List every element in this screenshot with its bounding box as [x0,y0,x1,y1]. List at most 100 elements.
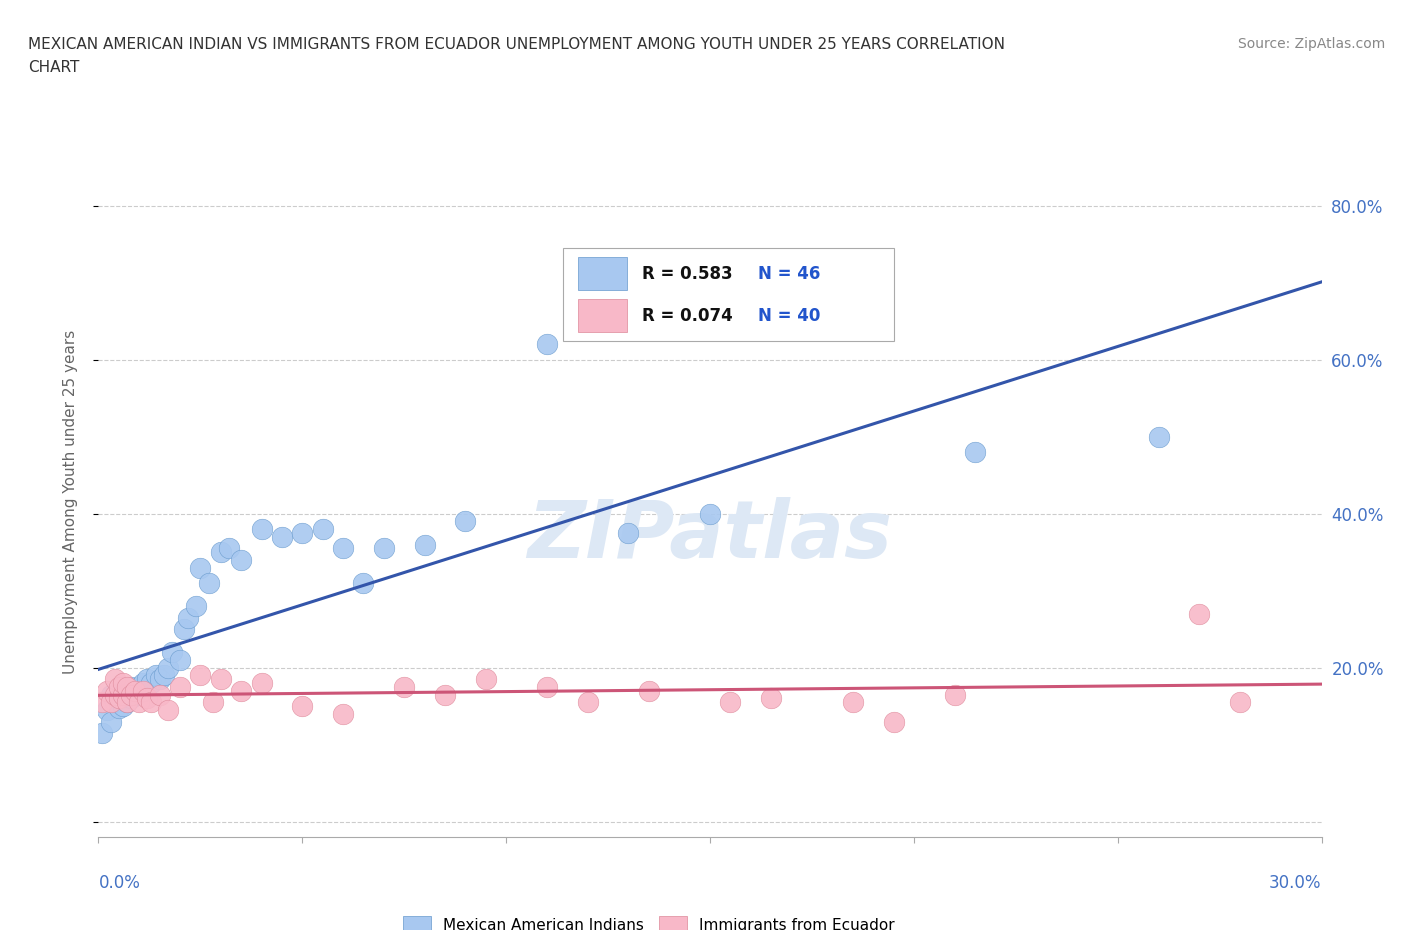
Point [231,552,253,567]
Point [100,687,122,702]
Point [392,680,416,695]
Point [943,687,966,702]
Point [132,684,155,698]
Point [132,675,155,690]
Point [352,576,374,591]
Point [576,695,599,710]
Point [186,599,208,614]
Bar [578,257,627,290]
Point [111,698,134,713]
Y-axis label: Unemployment Among Youth under 25 years: Unemployment Among Youth under 25 years [63,330,77,674]
Point [434,687,457,702]
Point [536,337,558,352]
Point [104,671,127,686]
Point [188,560,212,575]
Point [332,707,354,722]
Point [177,610,200,625]
Text: MEXICAN AMERICAN INDIAN VS IMMIGRANTS FROM ECUADOR UNEMPLOYMENT AMONG YOUTH UNDE: MEXICAN AMERICAN INDIAN VS IMMIGRANTS FR… [28,37,1005,52]
Point [332,541,354,556]
Point [617,525,640,540]
Point [120,691,142,706]
Point [124,687,146,702]
Point [291,525,314,540]
Point [250,522,273,537]
Point [108,687,131,702]
Point [115,680,138,695]
Point [1229,695,1251,710]
Text: N = 46: N = 46 [758,264,820,283]
Point [201,695,224,710]
Point [104,687,127,702]
Point [128,680,150,695]
Point [883,714,905,729]
Text: CHART: CHART [28,60,80,75]
Point [718,695,742,710]
Point [169,680,191,695]
Point [124,684,146,698]
Point [104,695,127,710]
Point [152,668,174,683]
Text: R = 0.074: R = 0.074 [641,307,733,325]
Text: R = 0.583: R = 0.583 [641,264,733,283]
Point [100,714,122,729]
Point [291,698,314,713]
Point [156,660,179,675]
Point [149,671,172,686]
Point [454,514,477,529]
Point [100,695,122,710]
Point [128,695,150,710]
Point [373,541,395,556]
Point [111,687,134,702]
Point [96,684,118,698]
Point [91,725,114,740]
Point [120,680,142,695]
Point [111,684,134,698]
Point [841,695,863,710]
Point [209,671,232,686]
Point [536,680,558,695]
Point [136,671,159,686]
Point [91,695,114,710]
Text: N = 40: N = 40 [758,307,820,325]
Point [637,684,661,698]
Point [169,653,191,668]
Point [141,695,163,710]
Bar [578,299,627,332]
Point [160,644,183,659]
Point [108,700,131,715]
Text: 0.0%: 0.0% [98,874,141,892]
Point [108,691,131,706]
Point [413,538,436,552]
Text: ZIPatlas: ZIPatlas [527,497,893,575]
Point [188,668,212,683]
Point [149,687,172,702]
Legend: Mexican American Indians, Immigrants from Ecuador: Mexican American Indians, Immigrants fro… [396,910,901,930]
Point [761,691,783,706]
Point [1147,430,1170,445]
Point [250,675,273,690]
Point [699,506,721,521]
Point [145,668,167,683]
Point [141,675,163,690]
Point [965,445,987,459]
Point [173,622,195,637]
Point [209,545,232,560]
Point [312,522,335,537]
Point [270,529,294,544]
Point [1188,606,1211,621]
Point [218,541,240,556]
Point [115,695,138,710]
Point [136,691,159,706]
Point [231,684,253,698]
Point [156,702,179,717]
Point [120,687,142,702]
Point [474,671,498,686]
Point [115,695,138,710]
Point [96,702,118,717]
Point [197,576,219,591]
Point [111,675,134,690]
Point [108,680,131,695]
FancyBboxPatch shape [564,247,894,341]
Text: 30.0%: 30.0% [1270,874,1322,892]
Point [115,684,138,698]
